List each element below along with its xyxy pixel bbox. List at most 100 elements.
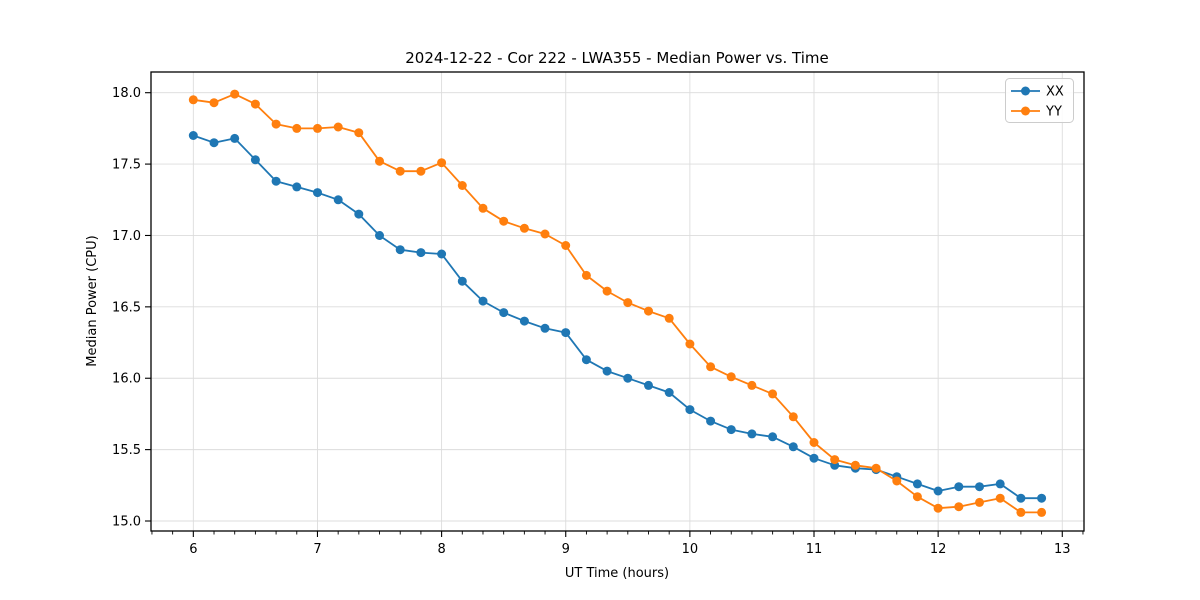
series-YY-point (623, 298, 633, 308)
series-XX-point (457, 276, 467, 286)
series-YY-point (395, 166, 405, 176)
series-XX-point (499, 308, 509, 318)
series-YY-point (375, 156, 384, 166)
series-YY-point (499, 216, 509, 226)
series-YY-point (809, 438, 819, 447)
x-tick-label: 8 (437, 542, 445, 557)
series-YY-point (602, 286, 612, 296)
legend-label: YY (1045, 105, 1062, 120)
y-axis-label: Median Power (CPU) (85, 235, 100, 366)
series-YY-point (912, 492, 922, 502)
legend-marker-sample (1021, 106, 1030, 116)
series-XX-point (788, 442, 798, 452)
series-YY-point (188, 95, 198, 105)
y-tick-label: 17.5 (112, 158, 141, 173)
series-XX-point (623, 373, 633, 383)
series-XX-point (1037, 493, 1047, 503)
legend-marker-sample (1021, 86, 1030, 96)
x-tick-label: 13 (1054, 542, 1071, 557)
y-tick-label: 18.0 (112, 86, 141, 101)
series-YY-point (292, 123, 302, 133)
series-YY-point (313, 123, 322, 133)
series-XX-point (768, 432, 778, 442)
series-XX-point (271, 176, 281, 186)
series-XX-point (685, 405, 695, 415)
y-tick-label: 15.0 (112, 515, 141, 530)
series-YY-point (416, 166, 426, 176)
series-XX-point (478, 296, 488, 306)
series-XX-point (933, 486, 943, 496)
series-YY-point (850, 460, 860, 470)
series-YY-point (871, 463, 881, 473)
series-YY-markers (188, 89, 1047, 517)
series-YY-point (581, 270, 591, 280)
series-YY-point (685, 339, 695, 349)
series-YY-point (644, 306, 653, 316)
series-XX-point (975, 482, 984, 492)
series-XX-point (644, 380, 653, 390)
series-YY-point (1037, 507, 1047, 517)
series-XX-point (437, 249, 447, 259)
series-XX-point (416, 248, 426, 258)
series-YY-point (830, 455, 840, 465)
series-XX-point (747, 429, 757, 439)
series-YY-point (540, 229, 550, 239)
series-XX-point (561, 328, 571, 338)
series-XX-point (954, 482, 964, 492)
series-YY-point (892, 476, 902, 486)
x-tick-label: 12 (930, 542, 947, 557)
series-XX-point (209, 138, 219, 148)
x-tick-label: 7 (313, 542, 321, 557)
series-XX-point (292, 182, 302, 192)
series-XX-point (354, 209, 364, 219)
axis-ticks: 6 7 8 9 10 11 12 13 15.0 15.5 16.0 16.5 17.0 17.5 18.0 (112, 86, 1084, 557)
x-tick-label: 10 (682, 542, 699, 557)
series-XX-point (188, 131, 198, 140)
series-YY-point (437, 158, 447, 168)
series-YY-point (954, 502, 964, 512)
chart-title: 2024-12-22 - Cor 222 - LWA355 - Median P… (405, 49, 829, 67)
y-tick-label: 17.0 (112, 229, 141, 244)
data-series (188, 89, 1047, 517)
series-XX-point (519, 316, 529, 326)
series-YY-point (519, 223, 529, 233)
series-YY-point (354, 128, 364, 138)
legend: XX YY (1005, 78, 1074, 123)
series-XX-point (540, 323, 550, 333)
series-XX-point (809, 453, 819, 463)
y-tick-label: 15.5 (112, 443, 141, 458)
series-YY-point (209, 98, 219, 108)
series-XX-point (1016, 493, 1026, 503)
series-YY-point (230, 89, 240, 99)
x-axis-label: UT Time (hours) (565, 566, 669, 581)
series-XX-point (664, 388, 674, 397)
x-tick-label: 6 (189, 542, 197, 557)
plot-border (150, 71, 1085, 532)
series-YY-point (664, 313, 674, 323)
series-YY-point (933, 503, 943, 513)
series-XX-point (581, 355, 591, 365)
series-XX-point (706, 416, 716, 426)
series-XX-point (995, 479, 1005, 489)
series-XX-point (230, 133, 240, 143)
series-YY-point (271, 119, 281, 129)
y-tick-label: 16.5 (112, 300, 141, 315)
series-YY-point (706, 362, 716, 372)
series-YY-point (975, 497, 984, 507)
series-YY-point (995, 493, 1005, 503)
series-XX-point (250, 155, 260, 165)
series-YY-point (788, 412, 798, 422)
series-XX-point (333, 195, 343, 205)
series-XX-point (602, 366, 612, 376)
series-XX-point (726, 425, 736, 435)
series-YY-point (333, 122, 343, 132)
series-YY-point (768, 389, 778, 399)
series-YY-point (561, 241, 571, 250)
series-YY-point (478, 203, 488, 213)
gridlines (151, 72, 1084, 531)
series-YY-point (457, 181, 467, 190)
series-XX-point (912, 479, 922, 489)
x-tick-label: 11 (806, 542, 823, 557)
